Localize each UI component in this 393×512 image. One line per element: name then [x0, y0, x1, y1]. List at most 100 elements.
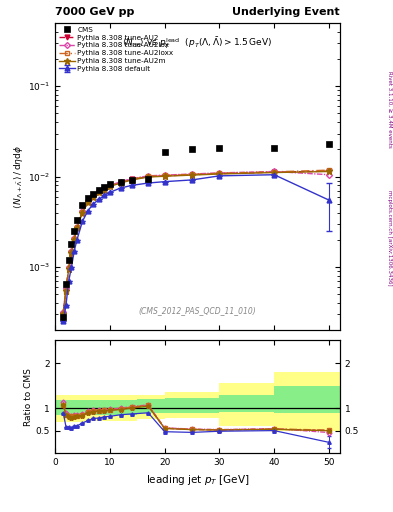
Pythia 8.308 tune-AU2m: [69, 250, 74, 257]
CMS: [102, 184, 107, 190]
Pythia 8.308 tune-AU2lox: [272, 168, 277, 175]
Pythia 8.308 tune-AU2lox: [80, 208, 85, 214]
CMS: [272, 144, 277, 151]
Pythia 8.308 tune-AU2: [272, 169, 277, 175]
Pythia 8.308 tune-AU2: [118, 180, 123, 186]
Text: Rivet 3.1.10, ≥ 3.4M events: Rivet 3.1.10, ≥ 3.4M events: [387, 71, 392, 147]
Pythia 8.308 tune-AU2lox: [97, 188, 101, 194]
CMS: [162, 150, 167, 156]
Pythia 8.308 tune-AU2: [61, 311, 66, 317]
CMS: [75, 217, 79, 223]
Pythia 8.308 tune-AU2lox: [64, 285, 68, 291]
Pythia 8.308 tune-AU2lox: [102, 185, 107, 191]
Pythia 8.308 tune-AU2: [327, 168, 331, 174]
CMS: [217, 144, 222, 151]
Y-axis label: $\langle\,N_{\Lambda+\bar{\Lambda}}\,\rangle\,/\,{\rm d}\eta{\rm d}\phi$: $\langle\,N_{\Lambda+\bar{\Lambda}}\,\ra…: [12, 144, 25, 209]
CMS: [129, 177, 134, 183]
Pythia 8.308 tune-AU2loxx: [146, 173, 151, 179]
Pythia 8.308 tune-AU2lox: [66, 264, 71, 270]
Pythia 8.308 tune-AU2: [66, 266, 71, 272]
Pythia 8.308 tune-AU2m: [75, 225, 79, 231]
Pythia 8.308 tune-AU2m: [97, 189, 101, 196]
Pythia 8.308 tune-AU2: [217, 170, 222, 177]
Pythia 8.308 tune-AU2loxx: [80, 208, 85, 215]
Pythia 8.308 tune-AU2loxx: [61, 311, 66, 317]
Pythia 8.308 tune-AU2m: [190, 172, 195, 178]
Text: 7000 GeV pp: 7000 GeV pp: [55, 7, 134, 17]
CMS: [66, 257, 71, 263]
Pythia 8.308 tune-AU2loxx: [217, 170, 222, 176]
CMS: [61, 314, 66, 320]
Pythia 8.308 tune-AU2loxx: [86, 199, 90, 205]
X-axis label: leading jet $p_T$ [GeV]: leading jet $p_T$ [GeV]: [146, 473, 249, 486]
Pythia 8.308 tune-AU2: [72, 237, 77, 243]
CMS: [69, 241, 74, 247]
Pythia 8.308 tune-AU2: [102, 186, 107, 193]
Pythia 8.308 tune-AU2loxx: [107, 183, 112, 189]
Pythia 8.308 tune-AU2lox: [75, 224, 79, 230]
Pythia 8.308 tune-AU2lox: [86, 198, 90, 204]
Pythia 8.308 tune-AU2lox: [72, 235, 77, 241]
Pythia 8.308 tune-AU2lox: [217, 170, 222, 176]
Pythia 8.308 tune-AU2: [107, 183, 112, 189]
Pythia 8.308 tune-AU2lox: [91, 193, 96, 199]
Pythia 8.308 tune-AU2m: [146, 174, 151, 180]
Y-axis label: Ratio to CMS: Ratio to CMS: [24, 368, 33, 426]
Pythia 8.308 tune-AU2m: [327, 168, 331, 175]
Pythia 8.308 tune-AU2loxx: [129, 176, 134, 182]
CMS: [80, 202, 85, 208]
Pythia 8.308 tune-AU2: [64, 287, 68, 293]
Pythia 8.308 tune-AU2lox: [69, 248, 74, 254]
Pythia 8.308 tune-AU2lox: [107, 182, 112, 188]
Pythia 8.308 tune-AU2loxx: [102, 186, 107, 192]
CMS: [97, 186, 101, 193]
Pythia 8.308 tune-AU2lox: [327, 172, 331, 178]
Legend: CMS, Pythia 8.308 tune-AU2, Pythia 8.308 tune-AU2lox, Pythia 8.308 tune-AU2loxx,: CMS, Pythia 8.308 tune-AU2, Pythia 8.308…: [57, 25, 175, 73]
Text: Underlying Event: Underlying Event: [232, 7, 340, 17]
Pythia 8.308 tune-AU2loxx: [91, 193, 96, 199]
Pythia 8.308 tune-AU2lox: [129, 176, 134, 182]
Pythia 8.308 tune-AU2m: [107, 183, 112, 189]
Pythia 8.308 tune-AU2m: [64, 287, 68, 293]
CMS: [64, 281, 68, 287]
Pythia 8.308 tune-AU2m: [102, 186, 107, 193]
Text: $\langle N_{\rm ch}\rangle$ vs $p_T^{\rm lead}$  $(p_T(\Lambda,\bar{\Lambda}) > : $\langle N_{\rm ch}\rangle$ vs $p_T^{\rm…: [122, 35, 273, 51]
Pythia 8.308 tune-AU2loxx: [272, 169, 277, 175]
CMS: [190, 146, 195, 153]
Pythia 8.308 tune-AU2m: [162, 173, 167, 179]
Pythia 8.308 tune-AU2: [91, 194, 96, 200]
Line: Pythia 8.308 tune-AU2loxx: Pythia 8.308 tune-AU2loxx: [61, 168, 331, 316]
Pythia 8.308 tune-AU2loxx: [64, 287, 68, 293]
Pythia 8.308 tune-AU2: [129, 177, 134, 183]
Pythia 8.308 tune-AU2: [146, 174, 151, 180]
Text: mcplots.cern.ch [arXiv:1306.3436]: mcplots.cern.ch [arXiv:1306.3436]: [387, 190, 392, 286]
Pythia 8.308 tune-AU2m: [217, 171, 222, 177]
CMS: [107, 181, 112, 187]
CMS: [91, 190, 96, 197]
Pythia 8.308 tune-AU2lox: [118, 179, 123, 185]
Pythia 8.308 tune-AU2m: [80, 209, 85, 216]
Pythia 8.308 tune-AU2loxx: [327, 167, 331, 173]
Pythia 8.308 tune-AU2loxx: [66, 265, 71, 271]
Pythia 8.308 tune-AU2m: [118, 180, 123, 186]
Pythia 8.308 tune-AU2: [80, 209, 85, 216]
Pythia 8.308 tune-AU2: [86, 199, 90, 205]
Pythia 8.308 tune-AU2loxx: [69, 249, 74, 255]
CMS: [118, 179, 123, 185]
Pythia 8.308 tune-AU2m: [66, 266, 71, 272]
Pythia 8.308 tune-AU2loxx: [162, 173, 167, 179]
Pythia 8.308 tune-AU2lox: [190, 171, 195, 177]
CMS: [86, 195, 90, 201]
Text: (CMS_2012_PAS_QCD_11_010): (CMS_2012_PAS_QCD_11_010): [139, 306, 256, 315]
Pythia 8.308 tune-AU2loxx: [75, 224, 79, 230]
Pythia 8.308 tune-AU2m: [61, 311, 66, 317]
Pythia 8.308 tune-AU2: [69, 251, 74, 257]
Pythia 8.308 tune-AU2: [162, 173, 167, 179]
Pythia 8.308 tune-AU2lox: [162, 172, 167, 178]
Pythia 8.308 tune-AU2lox: [61, 309, 66, 315]
Pythia 8.308 tune-AU2: [190, 172, 195, 178]
Pythia 8.308 tune-AU2: [75, 225, 79, 231]
Line: CMS: CMS: [61, 141, 332, 320]
CMS: [72, 228, 77, 234]
Pythia 8.308 tune-AU2loxx: [118, 179, 123, 185]
